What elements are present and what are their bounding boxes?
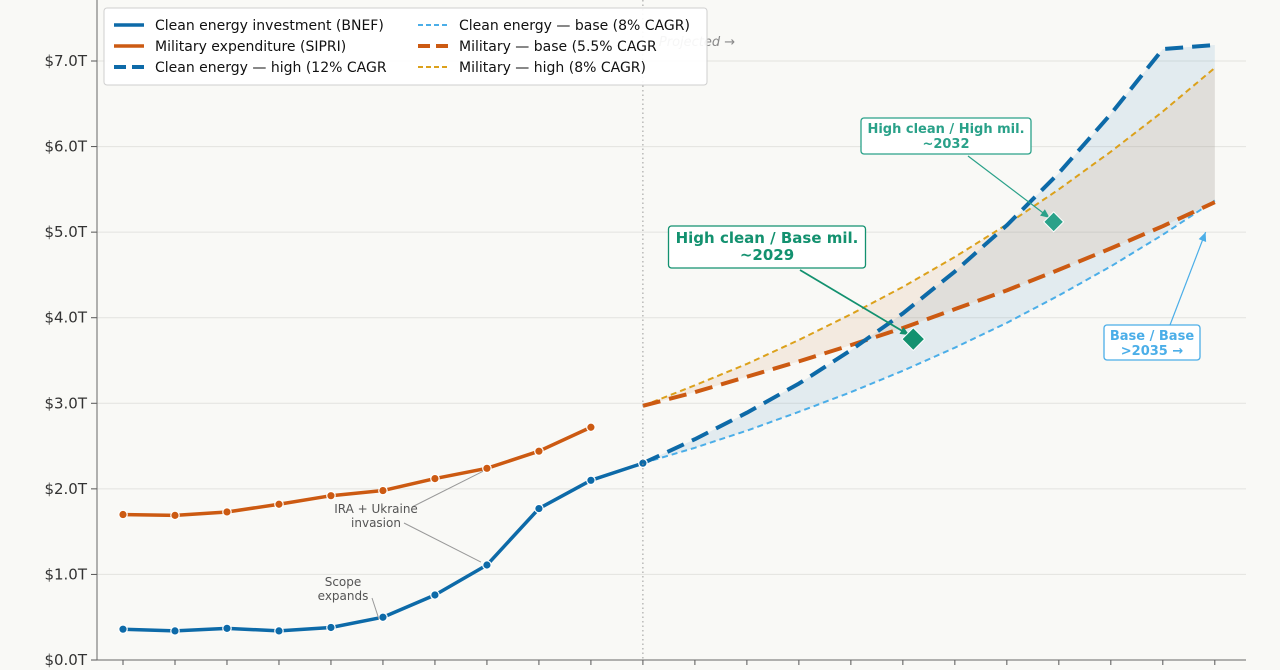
data-point [118, 509, 128, 520]
data-point [482, 560, 492, 570]
y-tick-label: $6.0T [44, 138, 87, 156]
callout-arrowhead [899, 327, 910, 336]
series-line-5 [642, 67, 1216, 407]
data-point [118, 624, 128, 634]
crossover-marker [1043, 211, 1065, 233]
annotation-ira-label: invasion [351, 516, 401, 530]
callout-label: High clean / High mil. [867, 122, 1024, 137]
annotation-leader [411, 470, 484, 508]
data-point [326, 490, 336, 501]
y-tick-label: $2.0T [44, 480, 87, 498]
legend-box [103, 7, 708, 86]
legend-label: Clean energy — high (12% CAGR [155, 60, 387, 76]
data-point [222, 623, 232, 634]
data-point [274, 626, 284, 636]
data-point [534, 503, 544, 514]
data-point [482, 463, 492, 474]
callout-label: >2035 → [1121, 344, 1184, 359]
series-line-2 [642, 43, 1215, 466]
y-tick-label: $4.0T [44, 309, 87, 327]
callout-label: ~2029 [740, 246, 794, 264]
callout-box [667, 225, 867, 269]
axes: $0.0T $1.0T $2.0T $3.0T $4.0T $5.0T $6.0T $7.0T… [44, 0, 1246, 669]
legend-label: Military — high (8% CAGR) [459, 60, 646, 76]
data-point [326, 622, 336, 633]
annotation-leader [403, 522, 482, 563]
series-line-4 [642, 200, 1216, 408]
clean-energy-band [642, 45, 1215, 464]
crossover-marker [901, 327, 926, 352]
data-point [378, 485, 388, 496]
data-point [430, 473, 440, 484]
callout-label: Base / Base [1110, 329, 1194, 344]
data-point [586, 475, 596, 486]
callout-arrow [799, 269, 910, 336]
data-point [274, 499, 284, 510]
data-point [638, 458, 648, 468]
legend-label: Military — base (5.5% CAGR [459, 39, 657, 55]
y-tick-label: $5.0T [44, 223, 87, 241]
callout-label: High clean / Base mil. [676, 229, 859, 247]
data-point [170, 626, 180, 636]
projection-bands [642, 45, 1215, 464]
annotation-leader [371, 597, 380, 620]
y-tick-label: $1.0T [44, 565, 87, 583]
legend-label: Clean energy investment (BNEF) [155, 18, 384, 34]
data-point [586, 422, 596, 433]
series-line-1 [122, 425, 592, 518]
annotation-ira-label: IRA + Ukraine [334, 502, 418, 516]
data-point [534, 446, 544, 457]
callout-arrow [1169, 231, 1207, 326]
series-line-3 [642, 199, 1216, 465]
data-point [430, 590, 440, 600]
callout-arrowhead [1040, 209, 1050, 218]
y-tick-label: $7.0T [44, 52, 87, 70]
data-point [222, 507, 232, 517]
grid-lines [97, 60, 1246, 661]
legend-label: Military expenditure (SIPRI) [155, 39, 346, 55]
callout-arrowhead [1198, 232, 1207, 242]
data-point [170, 510, 180, 521]
annotation-scope-label: Scope [325, 575, 362, 589]
callout-box [1103, 324, 1201, 361]
legend: Clean energy investment (BNEF) Clean ener… [103, 7, 708, 86]
callout-box [860, 117, 1032, 155]
callout-label: ~2032 [922, 137, 969, 152]
legend-label: Clean energy — base (8% CAGR) [459, 18, 690, 34]
annotation-scope-label: expands [318, 589, 369, 603]
military-band [642, 67, 1215, 406]
data-point [378, 612, 388, 623]
callout-arrow [967, 155, 1050, 219]
y-tick-label: $3.0T [44, 394, 87, 412]
series-lines [118, 43, 1216, 636]
y-tick-label: $0.0T [44, 651, 87, 669]
